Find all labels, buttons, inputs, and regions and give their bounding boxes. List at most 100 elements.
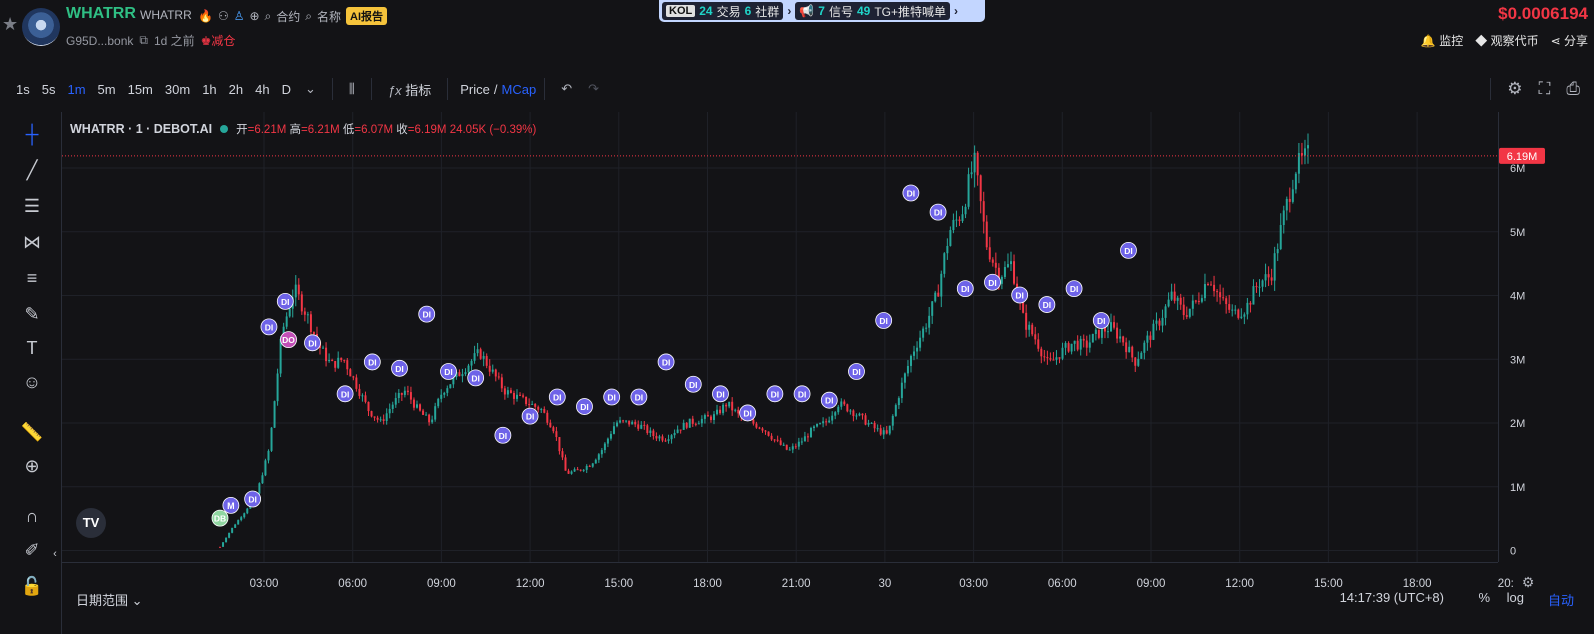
trade-marker[interactable] <box>1038 296 1056 313</box>
candles-icon[interactable]: ⫼ <box>348 81 355 96</box>
group-icon[interactable]: ⚇ <box>217 9 229 23</box>
trade-marker[interactable] <box>467 369 485 387</box>
copy-icon[interactable]: ⧉ <box>139 33 148 47</box>
trade-marker[interactable] <box>418 305 436 323</box>
indicators-button[interactable]: ƒx 指标 <box>380 80 439 99</box>
trade-marker[interactable] <box>684 375 702 393</box>
timeframe-15m[interactable]: 15m <box>127 81 153 97</box>
name-search-label[interactable]: 名称 <box>317 9 342 24</box>
trade-marker[interactable] <box>1011 286 1029 304</box>
brush-icon[interactable]: ✎ <box>24 304 40 324</box>
search-name-icon[interactable]: ⌕ <box>305 8 313 23</box>
trade-marker[interactable] <box>211 509 229 527</box>
signal-segment[interactable]: 📢 7 信号 49 TG+推特喊单 <box>795 2 951 20</box>
fullscreen-icon[interactable]: ⛶ <box>1538 79 1551 98</box>
trade-marker[interactable] <box>875 312 893 329</box>
horizontal-lines-icon[interactable]: ☰ <box>23 196 41 216</box>
trade-marker[interactable] <box>1120 241 1137 259</box>
trade-marker[interactable] <box>929 203 947 221</box>
trade-marker[interactable] <box>280 331 297 349</box>
trade-marker[interactable] <box>712 385 729 403</box>
trade-marker[interactable] <box>222 496 240 514</box>
trade-marker[interactable] <box>984 273 1001 291</box>
trade-marker[interactable] <box>576 398 593 415</box>
emoji-icon[interactable]: ☺ <box>22 372 42 392</box>
timeframe-1m[interactable]: 1m <box>67 81 86 97</box>
search-contract-icon[interactable]: ⌕ <box>264 8 272 23</box>
timeframe-dropdown-icon[interactable]: ⌄ <box>304 81 316 96</box>
log-toggle[interactable]: log <box>1506 590 1524 605</box>
kol-signal-bar[interactable]: KOL 24 交易 6 社群 › 📢 7 信号 49 TG+推特喊单 › <box>659 0 985 22</box>
timeframe-1s[interactable]: 1s <box>16 81 30 97</box>
trade-marker[interactable] <box>956 280 974 298</box>
timeframe-1h[interactable]: 1h <box>202 81 217 97</box>
chevron-right-icon[interactable]: › <box>787 4 792 18</box>
trade-marker[interactable] <box>304 334 321 352</box>
trade-marker[interactable] <box>848 363 865 380</box>
trade-marker[interactable] <box>603 388 621 406</box>
trade-marker[interactable] <box>739 404 757 422</box>
trade-marker[interactable] <box>766 385 784 403</box>
zoom-in-icon[interactable]: ⊕ <box>24 456 40 476</box>
lock-icon[interactable]: 🔓 <box>20 576 44 596</box>
candle-body <box>982 201 985 222</box>
trade-marker[interactable] <box>820 391 838 409</box>
chevron-right-icon[interactable]: › <box>954 4 959 18</box>
watch-token-button[interactable]: ◆ 观察代币 <box>1475 32 1538 49</box>
user-icon[interactable]: ♙ <box>233 9 245 23</box>
timeframe-D[interactable]: D <box>281 81 291 97</box>
trade-marker[interactable] <box>391 359 408 377</box>
globe-icon[interactable]: ⊕ <box>249 9 260 23</box>
ai-report-button[interactable]: AI报告 <box>346 7 388 25</box>
fib-icon[interactable]: ≡ <box>26 268 38 288</box>
timeframe-4h[interactable]: 4h <box>255 81 270 97</box>
candle-body <box>497 376 500 378</box>
favorite-star-icon[interactable]: ★ <box>2 14 19 34</box>
trade-marker[interactable] <box>657 353 675 371</box>
redo-icon[interactable]: ↷ <box>588 81 599 96</box>
contract-search-label[interactable]: 合约 <box>276 9 301 24</box>
axis-settings-icon[interactable]: ⚙ <box>1522 575 1535 591</box>
tradingview-logo[interactable]: TV <box>76 508 106 538</box>
trade-marker[interactable] <box>902 184 920 202</box>
text-icon[interactable]: T <box>26 338 38 358</box>
trade-marker[interactable] <box>1092 312 1110 329</box>
pattern-icon[interactable]: ⋈ <box>23 232 41 252</box>
collapse-sidebar-icon[interactable]: ‹ <box>53 548 57 560</box>
price-toggle[interactable]: Price <box>460 81 490 97</box>
fire-icon[interactable]: 🔥 <box>198 9 213 23</box>
trade-marker[interactable] <box>548 388 566 406</box>
magnet-icon[interactable]: ∩ <box>25 506 39 526</box>
settings-gear-icon[interactable]: ⚙ <box>1507 79 1523 98</box>
trade-marker[interactable] <box>276 292 294 310</box>
timeframe-2h[interactable]: 2h <box>228 81 244 97</box>
percent-toggle[interactable]: % <box>1478 590 1490 605</box>
clock-readout[interactable]: 14:17:39 (UTC+8) <box>1339 590 1444 605</box>
candlestick-chart[interactable]: 0 1M 2M 3M 4M 5M 6M 03:00 06:00 09:00 12:00 15:00 18… <box>62 112 1594 634</box>
monitor-button[interactable]: 🔔 监控 <box>1421 32 1463 49</box>
trade-marker[interactable] <box>336 385 354 403</box>
trade-marker[interactable] <box>260 318 278 336</box>
timeframe-5s[interactable]: 5s <box>41 81 56 97</box>
trade-marker[interactable] <box>1065 280 1083 298</box>
auto-scale-toggle[interactable]: 自动 <box>1547 593 1574 608</box>
date-range-button[interactable]: 日期范围 ⌄ <box>76 590 143 609</box>
trade-marker[interactable] <box>363 353 381 371</box>
trade-marker[interactable] <box>440 363 457 380</box>
timeframe-30m[interactable]: 30m <box>164 81 191 97</box>
trendline-icon[interactable]: ╱ <box>26 160 38 180</box>
share-button[interactable]: ⋖ 分享 <box>1551 32 1588 49</box>
mcap-toggle[interactable]: MCap <box>501 81 537 97</box>
camera-icon[interactable]: ⎙ <box>1566 79 1580 98</box>
trade-marker[interactable] <box>244 490 262 508</box>
trade-marker[interactable] <box>494 426 512 444</box>
trade-marker[interactable] <box>521 407 539 425</box>
lock-drawing-icon[interactable]: ✐ <box>24 540 40 560</box>
trade-marker[interactable] <box>793 385 811 403</box>
timeframe-5m[interactable]: 5m <box>97 81 116 97</box>
ruler-icon[interactable]: 📏 <box>20 422 44 442</box>
crosshair-icon[interactable]: ┼ <box>25 124 39 144</box>
undo-icon[interactable]: ↶ <box>561 81 573 96</box>
kol-trades-segment[interactable]: KOL 24 交易 6 社群 <box>662 2 784 20</box>
trade-marker[interactable] <box>630 388 648 406</box>
